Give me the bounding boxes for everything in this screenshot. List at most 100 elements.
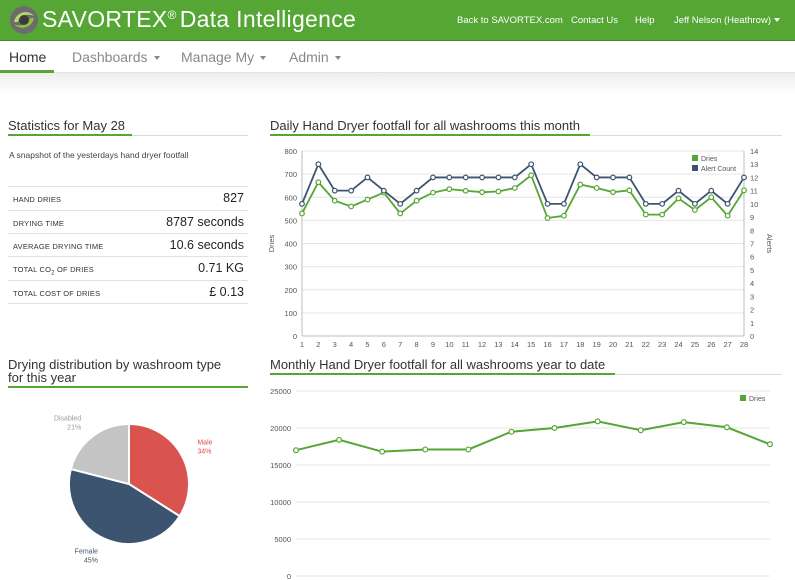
- x-tick-label: 10: [445, 340, 453, 349]
- y2-tick-label: 3: [750, 292, 754, 301]
- x-tick-label: 12: [478, 340, 486, 349]
- chevron-down-icon: [773, 18, 780, 23]
- data-point: [610, 189, 616, 196]
- chevron-down-icon: [334, 56, 341, 61]
- nav-active-indicator: [0, 70, 54, 73]
- pie-title-accent: [8, 386, 248, 388]
- co2-label-post: OF DRIES: [54, 265, 94, 274]
- data-point: [741, 174, 747, 181]
- data-point: [642, 211, 649, 218]
- stat-row-total-cost: TOTAL COST OF DRIES £ 0.13: [8, 280, 248, 304]
- data-point: [446, 174, 453, 181]
- y2-tick-label: 8: [750, 226, 754, 235]
- monthly-chart-title: Monthly Hand Dryer footfall for all wash…: [270, 357, 606, 372]
- data-point: [528, 161, 535, 168]
- pie-slice-percent: 45%: [84, 558, 98, 565]
- data-point: [691, 207, 698, 213]
- x-tick-label: 9: [431, 340, 435, 349]
- stat-row-average-drying-time: AVERAGE DRYING TIME 10.6 seconds: [8, 233, 248, 257]
- x-tick-label: 18: [576, 340, 584, 349]
- data-point: [364, 196, 371, 203]
- savortex-logo-icon[interactable]: [8, 4, 40, 36]
- nav-home[interactable]: Home: [9, 49, 46, 65]
- pie-chart: Male 34% Female 45% Disabled 21%: [54, 415, 213, 565]
- co2-label-sub: 2: [51, 270, 55, 277]
- y2-tick-label: 10: [750, 200, 758, 209]
- data-point: [413, 197, 420, 204]
- series-line: [301, 173, 745, 220]
- pie-slice: [69, 422, 130, 486]
- data-point: [593, 185, 600, 191]
- legend-swatch: [740, 395, 746, 401]
- nav-shadow: [0, 73, 795, 95]
- data-point: [446, 186, 453, 193]
- data-point: [610, 174, 616, 181]
- data-point: [364, 174, 371, 181]
- data-point: [315, 161, 322, 168]
- data-point: [293, 447, 300, 454]
- y-tick-label: 400: [284, 240, 297, 249]
- legend-swatch: [692, 155, 698, 161]
- pie-slice-label: Disabled: [54, 415, 81, 422]
- x-tick-label: 2: [316, 340, 320, 349]
- data-point: [708, 194, 715, 201]
- pie-slice: [68, 467, 182, 545]
- data-point: [767, 441, 774, 448]
- data-point: [528, 172, 535, 179]
- x-tick-label: 7: [398, 340, 402, 349]
- back-to-savortex-link[interactable]: Back to SAVORTEX.com: [457, 15, 563, 26]
- chevron-down-icon: [260, 56, 267, 61]
- data-point: [331, 197, 338, 204]
- legend-label: Alert Count: [701, 166, 736, 173]
- data-point: [379, 448, 386, 455]
- data-point: [544, 200, 551, 207]
- stat-value: 10.6 seconds: [169, 238, 244, 252]
- x-tick-label: 19: [592, 340, 600, 349]
- y2-tick-label: 12: [750, 173, 758, 182]
- data-point: [577, 161, 584, 168]
- stats-title-accent: [8, 134, 132, 136]
- series-line: [301, 162, 745, 206]
- x-tick-label: 25: [691, 340, 699, 349]
- nav-admin[interactable]: Admin: [289, 49, 341, 65]
- legend-label: Dries: [749, 396, 766, 403]
- data-point: [479, 189, 485, 196]
- y-tick-label: 600: [284, 193, 297, 202]
- data-point: [479, 174, 485, 181]
- data-point: [315, 179, 322, 186]
- x-tick-label: 20: [609, 340, 617, 349]
- top-bar: SAVORTEX® Data Intelligence Back to SAVOR…: [0, 0, 795, 41]
- help-link[interactable]: Help: [635, 15, 655, 26]
- data-point: [465, 446, 472, 453]
- pie-slice-percent: 21%: [67, 424, 81, 431]
- data-point: [637, 427, 644, 434]
- x-tick-label: 21: [625, 340, 633, 349]
- data-point: [508, 428, 515, 435]
- x-tick-label: 15: [527, 340, 535, 349]
- stats-title: Statistics for May 28: [8, 118, 126, 133]
- x-tick-label: 16: [543, 340, 551, 349]
- y2-axis-title: Alerts: [765, 234, 774, 253]
- x-tick-label: 26: [707, 340, 715, 349]
- series-line: [295, 420, 771, 453]
- brand-title[interactable]: SAVORTEX® Data Intelligence: [42, 6, 356, 33]
- contact-us-link[interactable]: Contact Us: [571, 15, 618, 26]
- y-tick-label: 200: [284, 286, 297, 295]
- nav-manage-my[interactable]: Manage My: [181, 49, 267, 65]
- nav-dashboards[interactable]: Dashboards: [72, 49, 160, 65]
- data-point: [430, 174, 436, 181]
- y-tick-label: 700: [284, 170, 297, 179]
- nav-dashboards-label: Dashboards: [72, 49, 148, 65]
- data-point: [413, 187, 420, 194]
- data-point: [511, 185, 518, 191]
- y-tick-label: 20000: [270, 424, 291, 433]
- data-point: [626, 187, 633, 194]
- pie-slice-label: Male: [197, 439, 212, 446]
- legend-swatch: [692, 165, 698, 171]
- data-point: [511, 174, 518, 181]
- user-menu[interactable]: Jeff Nelson (Heathrow): [674, 15, 780, 26]
- y-tick-label: 300: [284, 263, 297, 272]
- data-point: [561, 212, 567, 219]
- data-point: [593, 174, 600, 181]
- y2-tick-label: 14: [750, 147, 758, 156]
